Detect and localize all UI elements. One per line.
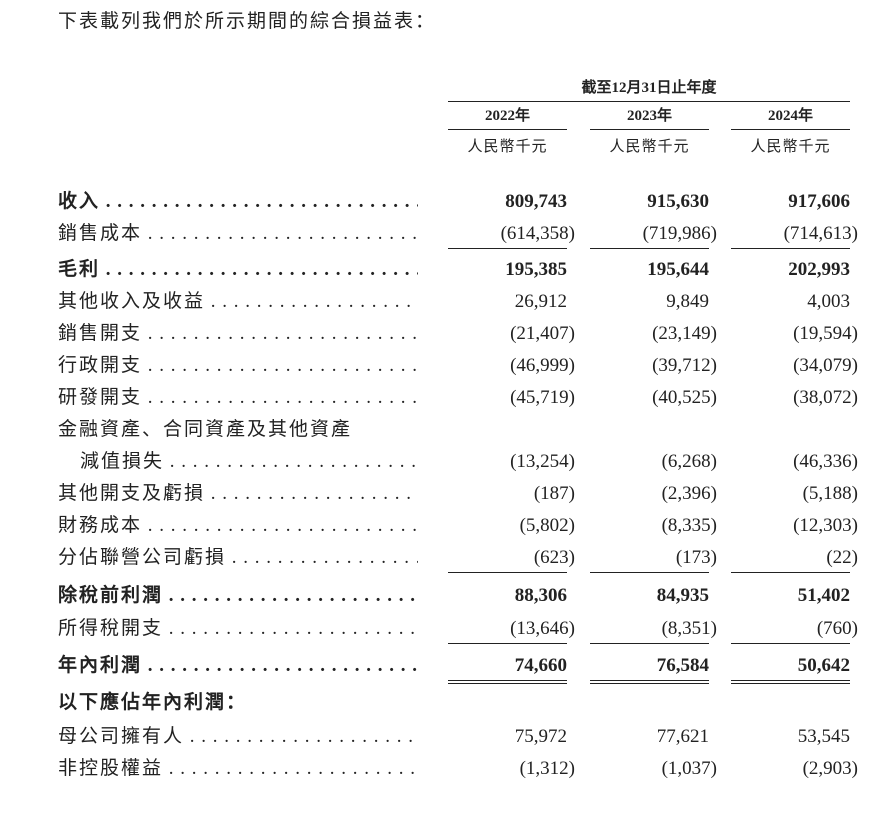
cell-value: (46,336) [793,451,858,472]
row-label: 減值損失 [58,450,418,474]
row-label: 其他開支及虧損 [58,482,418,506]
row-label: 收入 [58,190,418,214]
row-label: 母公司擁有人 [58,725,418,749]
cell-value: 74,660 [514,655,567,676]
cell-value: (22) [826,547,858,568]
row-label: 財務成本 [58,514,418,538]
rule [590,680,709,681]
rule [590,129,709,130]
rule [448,643,567,644]
cell-value: (1,312) [519,758,575,779]
cell-value: (173) [675,547,717,568]
row-label: 非控股權益 [58,757,418,781]
cell-value: (719,986) [642,223,717,244]
row-label: 銷售成本 [58,222,418,246]
rule [448,683,567,684]
cell-value: 195,385 [505,259,567,280]
row-label: 毛利 [58,258,418,282]
cell-value: (714,613) [783,223,858,244]
rule [448,680,567,681]
row-label: 分佔聯營公司虧損 [58,546,418,570]
row-label: 除稅前利潤 [58,584,418,608]
cell-value: (5,188) [802,483,858,504]
rule [731,572,850,573]
cell-value: (21,407) [510,323,575,344]
cell-value: (5,802) [519,515,575,536]
rule [731,643,850,644]
cell-value: 53,545 [797,726,850,747]
cell-value: (12,303) [793,515,858,536]
cell-value: 809,743 [505,191,567,212]
year-header: 2023年 [626,108,672,124]
row-label: 金融資產、合同資產及其他資產 [58,419,353,440]
cell-value: (760) [816,618,858,639]
unit-header: 人民幣千元 [467,139,548,155]
rule [590,248,709,249]
cell-value: 195,644 [647,259,709,280]
cell-value: (13,254) [510,451,575,472]
rule [590,572,709,573]
unit-header: 人民幣千元 [750,139,831,155]
rule [590,683,709,684]
cell-value: (23,149) [652,323,717,344]
rule [731,248,850,249]
cell-value: 26,912 [514,291,567,312]
cell-value: (39,712) [652,355,717,376]
unit-header: 人民幣千元 [609,139,690,155]
rule [731,680,850,681]
row-label: 行政開支 [58,354,418,378]
year-header: 2024年 [767,108,813,124]
cell-value: (623) [533,547,575,568]
cell-value: 75,972 [514,726,567,747]
rule [448,129,567,130]
cell-value: 4,003 [807,291,850,312]
cell-value: 9,849 [666,291,709,312]
cell-value: 202,993 [788,259,850,280]
cell-value: 51,402 [797,585,850,606]
row-label: 其他收入及收益 [58,290,418,314]
cell-value: 88,306 [514,585,567,606]
cell-value: (6,268) [661,451,717,472]
rule [731,129,850,130]
cell-value: (45,719) [510,387,575,408]
rule [448,248,567,249]
cell-value: (13,646) [510,618,575,639]
cell-value: 76,584 [656,655,709,676]
cell-value: (8,335) [661,515,717,536]
cell-value: (19,594) [793,323,858,344]
cell-value: (38,072) [793,387,858,408]
cell-value: 917,606 [788,191,850,212]
intro: 下表載列我們於所示期間的綜合損益表： [58,11,437,32]
year-header: 2022年 [484,108,530,124]
cell-value: 915,630 [647,191,709,212]
cell-value: (46,999) [510,355,575,376]
rule [731,683,850,684]
row-label: 以下應佔年內利潤： [58,692,248,713]
row-label: 年內利潤 [58,654,418,678]
row-label: 所得稅開支 [58,617,418,641]
rule [448,572,567,573]
period-header: 截至12月31日止年度 [581,80,717,96]
cell-value: (34,079) [793,355,858,376]
row-label: 銷售開支 [58,322,418,346]
cell-value: (8,351) [661,618,717,639]
row-label: 研發開支 [58,386,418,410]
cell-value: (614,358) [500,223,575,244]
rule [448,101,850,102]
cell-value: (2,396) [661,483,717,504]
cell-value: (187) [533,483,575,504]
cell-value: (1,037) [661,758,717,779]
rule [590,643,709,644]
cell-value: (2,903) [802,758,858,779]
cell-value: 77,621 [656,726,709,747]
cell-value: 50,642 [797,655,850,676]
cell-value: 84,935 [656,585,709,606]
cell-value: (40,525) [652,387,717,408]
